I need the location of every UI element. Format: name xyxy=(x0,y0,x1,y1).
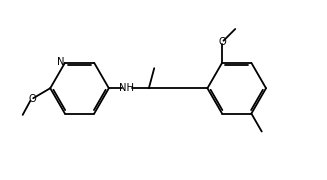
Text: O: O xyxy=(29,94,37,104)
Text: O: O xyxy=(218,37,226,47)
Text: NH: NH xyxy=(119,83,134,93)
Text: N: N xyxy=(57,57,64,67)
